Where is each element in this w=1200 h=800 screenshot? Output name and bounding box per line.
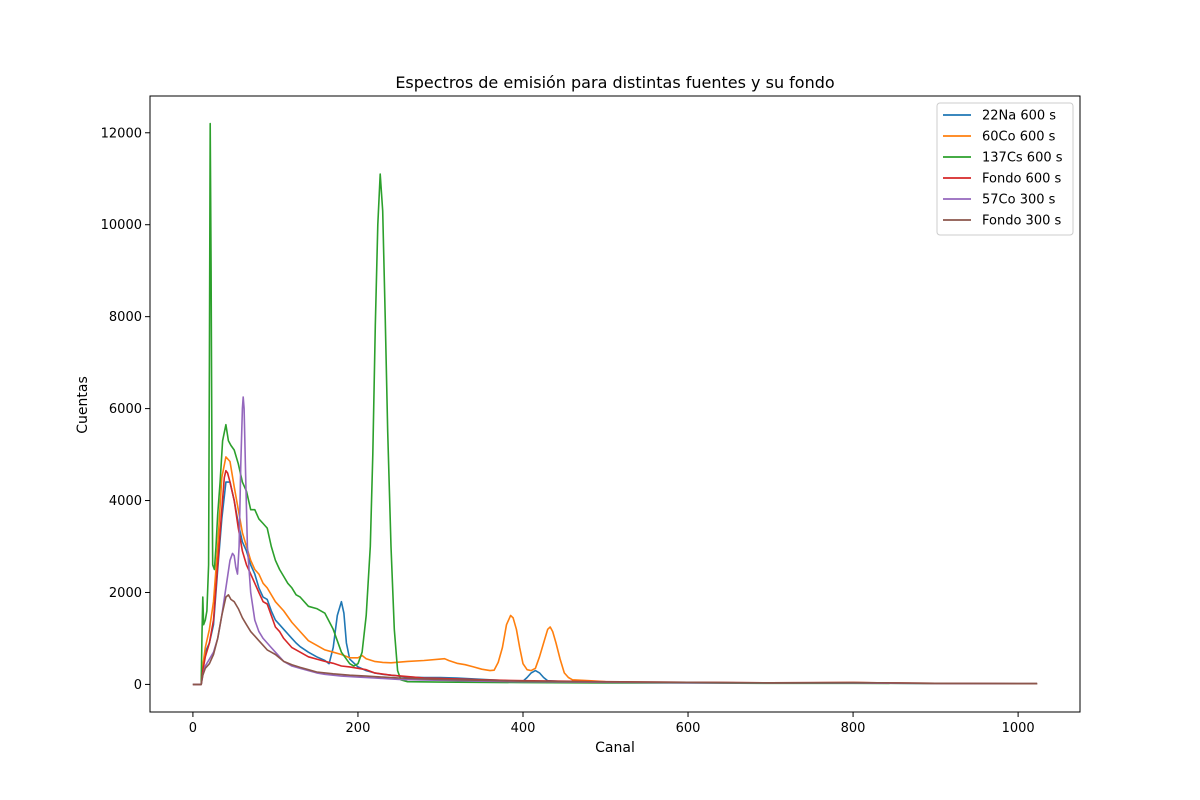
x-tick-label-5: 1000 [1002, 721, 1035, 736]
legend-label-3: Fondo 600 s [982, 172, 1061, 187]
y-tick-label-6: 12000 [101, 126, 142, 141]
series-layer [192, 122, 1038, 686]
x-axis-ticks: 0 200 400 600 800 1000 [189, 712, 1035, 736]
y-tick-label-4: 8000 [109, 310, 142, 325]
series-line-1 [192, 456, 1038, 686]
chart-title: Espectros de emisión para distintas fuen… [395, 73, 834, 92]
y-tick-label-3: 6000 [109, 402, 142, 417]
plot-frame [149, 95, 1081, 713]
y-tick-label-0: 0 [134, 678, 142, 693]
legend-label-4: 57Co 300 s [982, 193, 1056, 208]
x-tick-label-1: 200 [346, 721, 371, 736]
y-axis-ticks: 0 2000 4000 6000 8000 10000 12000 [101, 126, 150, 693]
y-tick-label-5: 10000 [101, 218, 142, 233]
x-tick-label-2: 400 [511, 721, 536, 736]
x-tick-label-0: 0 [189, 721, 197, 736]
series-line-2 [192, 122, 1038, 686]
y-tick-label-1: 2000 [109, 586, 142, 601]
x-tick-label-3: 600 [676, 721, 701, 736]
series-line-5 [192, 594, 1038, 686]
legend-label-0: 22Na 600 s [982, 109, 1056, 124]
legend: 22Na 600 s 60Co 600 s 137Cs 600 s Fondo 600… [936, 102, 1074, 236]
y-tick-label-2: 4000 [109, 494, 142, 509]
y-axis-label: Cuentas [75, 376, 91, 434]
series-line-4 [192, 396, 1038, 686]
legend-label-1: 60Co 600 s [982, 130, 1056, 145]
x-axis-label: Canal [595, 740, 635, 756]
legend-label-5: Fondo 300 s [982, 214, 1061, 229]
x-tick-label-4: 800 [841, 721, 866, 736]
legend-label-2: 137Cs 600 s [982, 151, 1063, 166]
